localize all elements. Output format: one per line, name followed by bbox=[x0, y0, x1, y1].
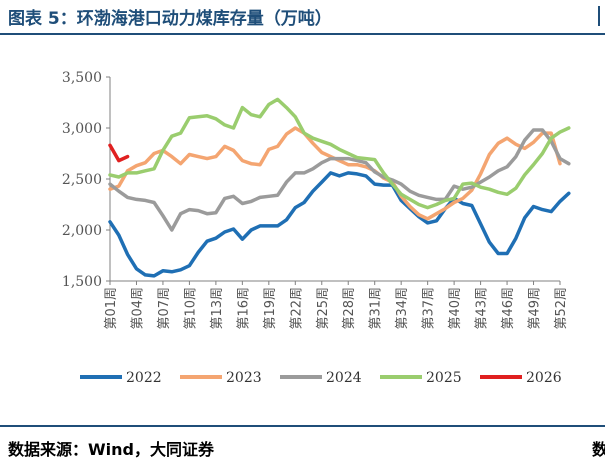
series-line-2024 bbox=[108, 128, 571, 232]
x-tick-label: 第37周 bbox=[422, 287, 437, 330]
x-tick-label: 第34周 bbox=[395, 287, 410, 330]
x-tick-label: 第19周 bbox=[263, 287, 278, 330]
x-tick-label: 第40周 bbox=[448, 287, 463, 330]
corner-mark bbox=[598, 6, 605, 26]
cut-off-text: 数 bbox=[592, 440, 605, 459]
legend-label-2022: 2022 bbox=[126, 370, 162, 386]
axes: 1,500 2,000 2,500 3,000 3,500 第01周 第04周 第07周 第10… bbox=[62, 70, 569, 330]
series-lines bbox=[108, 97, 571, 278]
series-line-2022 bbox=[108, 171, 571, 278]
legend-label-2026: 2026 bbox=[526, 370, 562, 386]
y-tick-label: 2,500 bbox=[62, 172, 102, 188]
series-line-2025 bbox=[108, 97, 571, 210]
x-tick-label: 第25周 bbox=[316, 287, 331, 330]
legend-label-2023: 2023 bbox=[226, 370, 262, 386]
data-source: 数据来源：Wind，大同证券 bbox=[8, 440, 214, 459]
x-tick-label: 第16周 bbox=[236, 287, 251, 330]
x-tick-label: 第10周 bbox=[183, 287, 198, 330]
line-chart: 1,500 2,000 2,500 3,000 3,500 第01周 第04周 第07周 第10… bbox=[62, 70, 571, 386]
x-tick-label: 第52周 bbox=[554, 287, 569, 330]
series-line-2026 bbox=[108, 143, 130, 163]
y-tick-label: 3,000 bbox=[62, 121, 102, 137]
x-tick-label: 第43周 bbox=[475, 287, 490, 330]
title-divider bbox=[0, 33, 605, 35]
y-tick-label: 3,500 bbox=[62, 70, 102, 86]
y-tick-label: 1,500 bbox=[62, 274, 102, 290]
x-tick-label: 第22周 bbox=[289, 287, 304, 330]
x-tick-label: 第04周 bbox=[130, 287, 145, 330]
legend: 2022 2023 2024 2025 2026 bbox=[80, 370, 562, 386]
x-tick-label: 第28周 bbox=[342, 287, 357, 330]
chart-title: 图表 5：环渤海港口动力煤库存量（万吨） bbox=[8, 9, 332, 29]
x-tick-label: 第31周 bbox=[369, 287, 384, 330]
legend-label-2025: 2025 bbox=[426, 370, 462, 386]
footer-divider bbox=[0, 425, 605, 427]
x-tick-label: 第13周 bbox=[210, 287, 225, 330]
legend-label-2024: 2024 bbox=[326, 370, 362, 386]
x-tick-label: 第46周 bbox=[501, 287, 516, 330]
x-tick-label: 第01周 bbox=[104, 287, 119, 330]
x-tick-label: 第49周 bbox=[528, 287, 543, 330]
x-tick-label: 第07周 bbox=[157, 287, 172, 330]
y-tick-label: 2,000 bbox=[62, 223, 102, 239]
